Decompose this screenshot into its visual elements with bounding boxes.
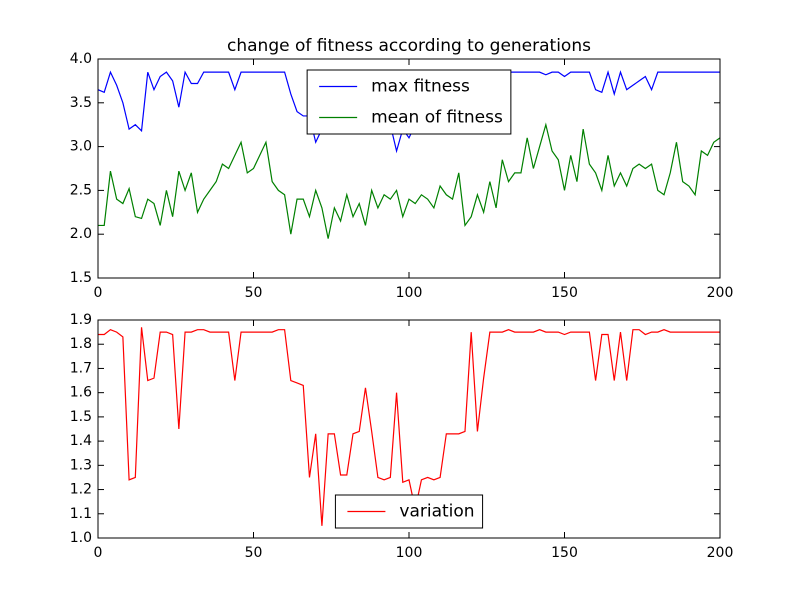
y-tick-label: 1.6 (70, 385, 92, 401)
y-tick-label: 1.1 (70, 506, 92, 522)
y-tick-label: 2.5 (70, 182, 92, 198)
y-tick-label: 1.4 (70, 433, 92, 449)
x-tick-label: 150 (551, 545, 578, 561)
y-tick-label: 1.0 (70, 530, 92, 546)
y-tick-label: 4.0 (70, 51, 92, 67)
x-tick-label: 0 (94, 285, 103, 301)
y-tick-label: 1.9 (70, 312, 92, 328)
y-tick-label: 1.7 (70, 360, 92, 376)
legend-label: max fitness (371, 77, 470, 97)
series-line (98, 122, 721, 239)
series-line (97, 70, 720, 154)
y-tick-label: 1.8 (70, 336, 92, 352)
x-tick-label: 50 (245, 285, 263, 301)
legend-box (306, 69, 512, 135)
y-tick-label: 3.0 (70, 139, 92, 155)
x-tick-label: 150 (551, 285, 578, 301)
legend-label: mean of fitness (371, 108, 503, 128)
x-tick-label: 100 (396, 545, 423, 561)
x-tick-label: 200 (707, 285, 734, 301)
x-tick-label: 50 (245, 545, 263, 561)
chart-title: change of fitness according to generatio… (227, 36, 591, 56)
y-tick-label: 2.0 (70, 226, 92, 242)
y-tick-label: 1.5 (70, 270, 92, 286)
x-tick-label: 100 (396, 285, 423, 301)
y-tick-label: 1.2 (70, 482, 92, 498)
legend-label: variation (399, 502, 474, 522)
legend: max fitness mean of fitness (306, 69, 512, 135)
series-line (98, 327, 720, 526)
x-tick-label: 0 (94, 545, 103, 561)
y-tick-label: 1.3 (70, 457, 92, 473)
legend-box (334, 494, 484, 529)
x-tick-label: 200 (707, 545, 734, 561)
legend: variation (334, 494, 484, 529)
y-tick-label: 3.5 (70, 95, 92, 111)
y-tick-label: 1.5 (70, 409, 92, 425)
